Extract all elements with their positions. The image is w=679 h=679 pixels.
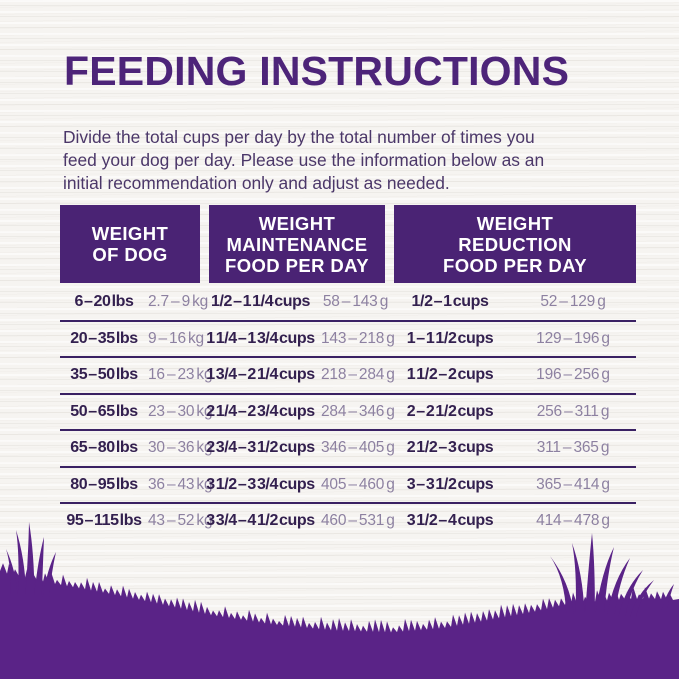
intro-line-2: feed your dog per day. Please use the in… — [63, 150, 545, 170]
cell-reduction-grams: 311 – 365 g — [536, 439, 610, 457]
header-weight-of-dog: WEIGHT OF DOG — [60, 205, 200, 283]
cell-reduction-cups: 1 – 1 1/2 cups — [406, 329, 494, 347]
cell-maintenance-grams: 143 – 218 g — [321, 329, 395, 347]
cell-maintenance-cups: 2 3/4 – 3 1/2 cups — [206, 439, 315, 457]
table-row: 80 – 95 lbs 36 – 43 kg 3 1/2 – 3 3/4 cups 4… — [60, 465, 636, 503]
table-row: 95 – 115 lbs 43 – 52 kg 3 3/4 – 4 1/2 cups… — [60, 502, 636, 539]
cell-maintenance-grams: 58 – 143 g — [322, 293, 389, 311]
cell-weight-kg: 23 – 30 kg — [148, 402, 213, 420]
intro-text: Divide the total cups per day by the tot… — [63, 126, 643, 195]
cell-weight-lbs: 6 – 20 lbs — [74, 293, 134, 311]
intro-line-1: Divide the total cups per day by the tot… — [63, 127, 535, 147]
intro-line-3: initial recommendation only and adjust a… — [63, 173, 450, 193]
cell-weight-lbs: 95 – 115 lbs — [66, 512, 142, 530]
cell-maintenance-cups: 3 3/4 – 4 1/2 cups — [206, 512, 315, 530]
cell-reduction-cups: 3 1/2 – 4 cups — [406, 512, 494, 530]
cell-weight-kg: 36 – 43 kg — [148, 475, 213, 493]
table-row: 6 – 20 lbs 2.7 – 9 kg 1/2 – 1 1/4 cups 58 –… — [60, 285, 636, 320]
table-row: 65 – 80 lbs 30 – 36 kg 2 3/4 – 3 1/2 cups 3… — [60, 429, 636, 466]
cell-maintenance-grams: 405 – 460 g — [321, 475, 395, 493]
cell-reduction-grams: 196 – 256 g — [536, 366, 610, 384]
cell-maintenance-cups: 1 3/4 – 2 1/4 cups — [206, 366, 315, 384]
cell-reduction-grams: 129 – 196 g — [536, 329, 610, 347]
table-header-row: WEIGHT OF DOG WEIGHT MAINTENANCE FOOD PE… — [60, 205, 636, 283]
cell-reduction-grams: 256 – 311 g — [536, 402, 610, 420]
table-row: 20 – 35 lbs 9 – 16 kg 1 1/4 – 1 3/4 cups 14… — [60, 319, 636, 357]
feeding-table: WEIGHT OF DOG WEIGHT MAINTENANCE FOOD PE… — [60, 205, 636, 539]
cell-maintenance-grams: 346 – 405 g — [321, 439, 395, 457]
cell-reduction-cups: 2 1/2 – 3 cups — [406, 439, 494, 457]
cell-weight-kg: 43 – 52 kg — [148, 512, 213, 530]
cell-weight-kg: 30 – 36 kg — [148, 439, 213, 457]
table-row: 50 – 65 lbs 23 – 30 kg 2 1/4 – 2 3/4 cups 2… — [60, 392, 636, 430]
table-rows: 6 – 20 lbs 2.7 – 9 kg 1/2 – 1 1/4 cups 58 –… — [60, 285, 636, 539]
page-title: FEEDING INSTRUCTIONS — [64, 48, 570, 94]
header-weight-maintenance-food-per-day: WEIGHT MAINTENANCE FOOD PER DAY — [209, 205, 385, 283]
cell-maintenance-cups: 1 1/4 – 1 3/4 cups — [206, 329, 315, 347]
cell-reduction-cups: 1/2 – 1 cups — [411, 293, 489, 311]
header-weight-reduction-food-per-day: WEIGHT REDUCTION FOOD PER DAY — [394, 205, 636, 283]
cell-weight-lbs: 20 – 35 lbs — [70, 329, 138, 347]
cell-reduction-cups: 3 – 3 1/2 cups — [406, 475, 494, 493]
cell-weight-lbs: 80 – 95 lbs — [70, 475, 138, 493]
grass-silhouette — [0, 522, 679, 679]
cell-reduction-grams: 365 – 414 g — [536, 475, 610, 493]
cell-weight-lbs: 50 – 65 lbs — [70, 402, 138, 420]
cell-reduction-cups: 2 – 2 1/2 cups — [406, 402, 494, 420]
cell-reduction-grams: 52 – 129 g — [540, 293, 606, 311]
cell-weight-kg: 9 – 16 kg — [148, 329, 204, 347]
cell-maintenance-cups: 3 1/2 – 3 3/4 cups — [206, 475, 315, 493]
cell-maintenance-grams: 460 – 531 g — [321, 512, 395, 530]
cell-maintenance-grams: 284 – 346 g — [321, 402, 395, 420]
cell-maintenance-grams: 218 – 284 g — [321, 366, 395, 384]
cell-weight-lbs: 65 – 80 lbs — [70, 439, 138, 457]
cell-maintenance-cups: 2 1/4 – 2 3/4 cups — [206, 402, 315, 420]
cell-weight-kg: 2.7 – 9 kg — [148, 293, 209, 311]
cell-weight-kg: 16 – 23 kg — [148, 366, 213, 384]
cell-maintenance-cups: 1/2 – 1 1/4 cups — [210, 293, 310, 311]
cell-weight-lbs: 35 – 50 lbs — [70, 366, 138, 384]
table-row: 35 – 50 lbs 16 – 23 kg 1 3/4 – 2 1/4 cups 2… — [60, 356, 636, 393]
cell-reduction-cups: 1 1/2 – 2 cups — [406, 366, 494, 384]
cell-reduction-grams: 414 – 478 g — [536, 512, 610, 530]
